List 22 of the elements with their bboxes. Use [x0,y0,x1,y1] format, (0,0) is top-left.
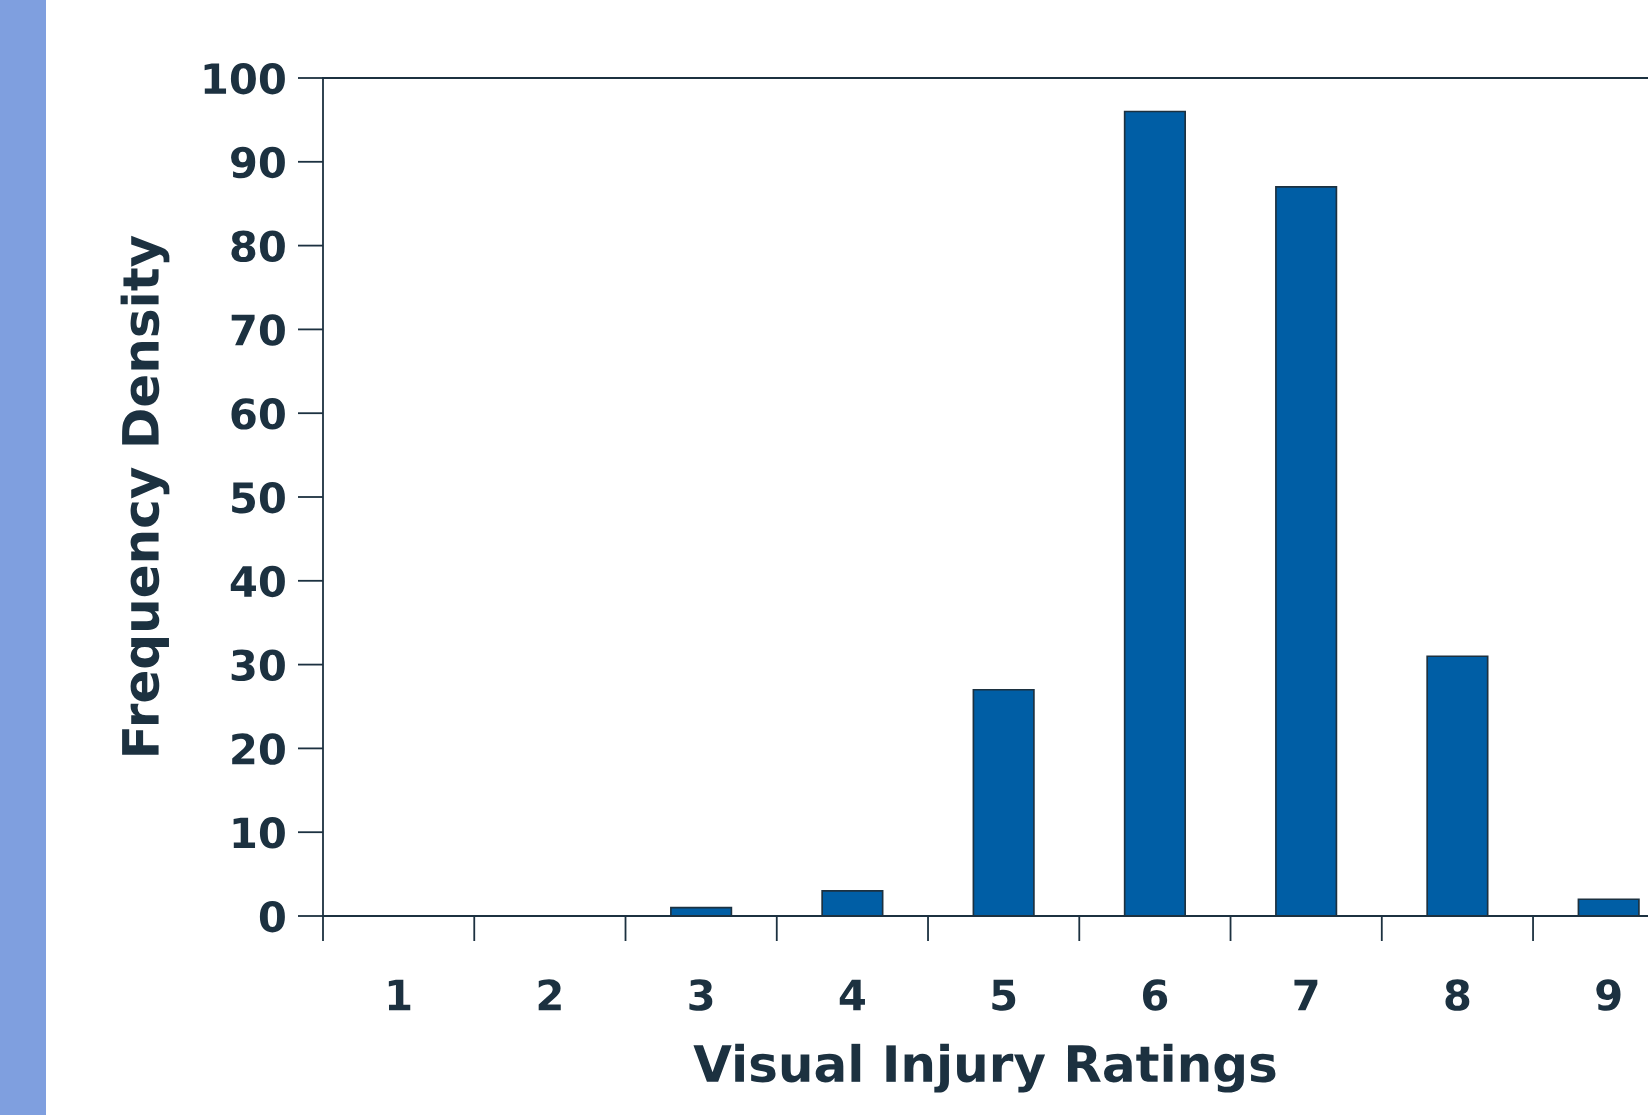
y-tick-label: 20 [232,733,285,765]
x-tick-label: 8 [1445,979,1470,1011]
x-tick-label: 2 [538,979,561,1011]
y-tick-label: 0 [259,900,285,933]
y-tick-label: 40 [230,565,285,598]
y-tick-label: 90 [231,146,285,179]
y-tick-label: 10 [233,817,285,849]
y-tick-label: 50 [232,481,285,514]
x-tick-label: 1 [388,979,411,1011]
y-tick-label: 60 [231,398,285,430]
y-axis-title: Frequency Density [120,235,170,755]
x-tick-label: 7 [1294,979,1318,1011]
x-tick-label: 4 [839,979,865,1011]
x-tick-label: 9 [1596,979,1621,1011]
y-tick-label: 80 [231,230,285,263]
y-tick-label: 70 [231,314,285,346]
y-tick-label: 100 [204,62,285,95]
x-tick-label: 5 [992,979,1016,1011]
x-tick-label: 6 [1143,979,1168,1011]
x-tick-label: 3 [689,979,713,1011]
x-axis-title: Visual Injury Ratings [693,1043,1276,1093]
y-tick-label: 30 [231,649,285,682]
